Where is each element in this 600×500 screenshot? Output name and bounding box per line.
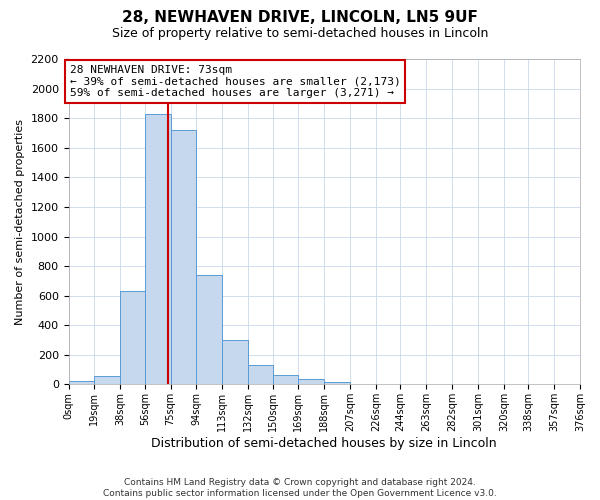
Bar (272, 375, 298, 384)
Y-axis label: Number of semi-detached properties: Number of semi-detached properties (15, 118, 25, 324)
Bar (298, 378, 324, 384)
X-axis label: Distribution of semi-detached houses by size in Lincoln: Distribution of semi-detached houses by … (151, 437, 497, 450)
Bar (324, 382, 350, 384)
Text: 28, NEWHAVEN DRIVE, LINCOLN, LN5 9UF: 28, NEWHAVEN DRIVE, LINCOLN, LN5 9UF (122, 10, 478, 25)
Bar (248, 365, 272, 384)
Bar (222, 340, 248, 384)
Bar (120, 291, 145, 384)
Text: 28 NEWHAVEN DRIVE: 73sqm
← 39% of semi-detached houses are smaller (2,173)
59% o: 28 NEWHAVEN DRIVE: 73sqm ← 39% of semi-d… (70, 65, 401, 98)
Bar (68, 382, 94, 384)
Bar (94, 376, 120, 384)
Bar (170, 130, 196, 384)
Text: Contains HM Land Registry data © Crown copyright and database right 2024.
Contai: Contains HM Land Registry data © Crown c… (103, 478, 497, 498)
Bar (145, 114, 170, 384)
Text: Size of property relative to semi-detached houses in Lincoln: Size of property relative to semi-detach… (112, 28, 488, 40)
Bar (196, 275, 222, 384)
